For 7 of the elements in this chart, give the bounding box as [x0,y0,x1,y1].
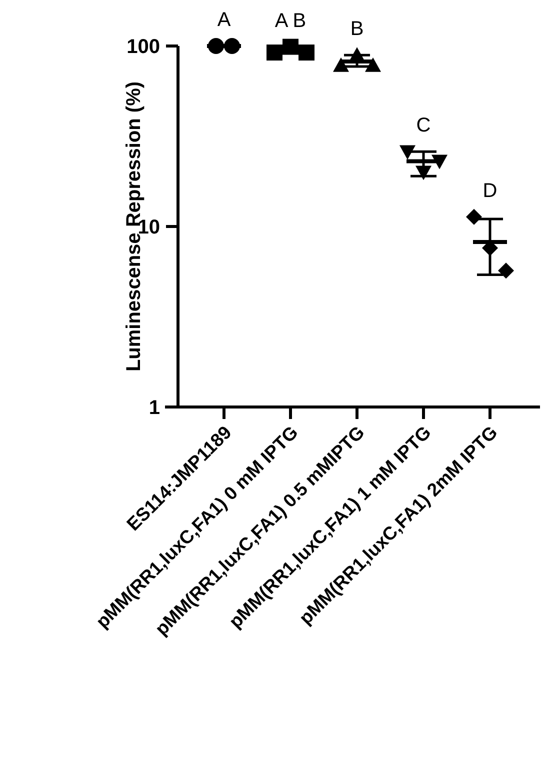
y-tick-label: 1 [148,397,160,419]
annotation: C [416,114,431,137]
annotation: D [482,180,498,202]
y-tick-label: 100 [126,36,160,58]
text: A B [274,10,306,32]
text: B [350,18,364,40]
text: A [217,9,232,31]
